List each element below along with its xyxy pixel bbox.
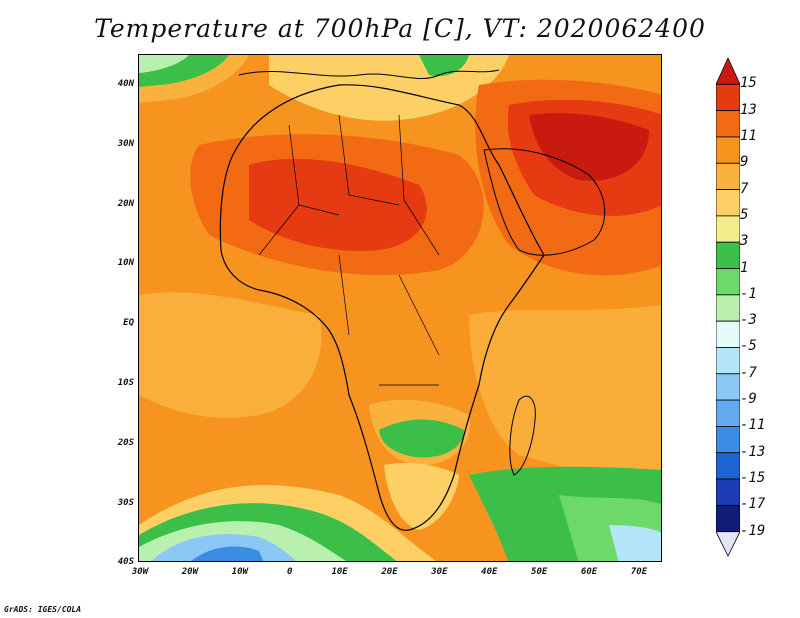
lat-label: 20S — [117, 437, 134, 448]
colorbar-label: -1 — [740, 285, 757, 302]
lon-label: 30W — [131, 567, 149, 577]
lon-label: 60E — [580, 567, 598, 577]
colorbar-label: -13 — [740, 443, 766, 460]
colorbar-label: 7 — [740, 180, 749, 197]
colorbar-label: -5 — [740, 338, 757, 355]
colorbar-label: -11 — [740, 417, 766, 434]
colorbar-segment — [716, 110, 740, 138]
colorbar-segment — [716, 241, 740, 269]
temperature-field — [139, 55, 661, 561]
colorbar-label: 15 — [740, 75, 757, 92]
colorbar-label: 13 — [740, 101, 757, 118]
lon-label: 50E — [531, 567, 548, 577]
colorbar-label: -19 — [740, 522, 766, 539]
lon-label: 10E — [331, 567, 348, 577]
colorbar-segment — [716, 215, 740, 243]
colorbar-bottom-triangle — [716, 531, 740, 557]
colorbar-top-triangle — [716, 58, 740, 85]
colorbar-label: 9 — [740, 154, 749, 171]
colorbar-segment — [716, 373, 740, 401]
lat-label: EQ — [123, 318, 134, 329]
colorbar-segment — [716, 189, 740, 217]
colorbar-label: 5 — [740, 206, 749, 223]
colorbar-segment — [716, 83, 740, 112]
colorbar-segment — [716, 347, 740, 375]
colorbar-segment — [716, 452, 740, 480]
lat-label: 20N — [117, 198, 134, 209]
colorbar-segment — [716, 136, 740, 164]
lon-label: 30E — [431, 567, 448, 577]
colorbar-label: -7 — [740, 364, 757, 381]
colorbar-segment — [716, 426, 740, 454]
colorbar-segment — [716, 162, 740, 190]
colorbar-label: -9 — [740, 391, 757, 408]
colorbar-label: -17 — [740, 496, 766, 513]
colorbar-segment — [716, 294, 740, 322]
lon-label: 10W — [231, 567, 248, 577]
lat-label: 40S — [117, 557, 134, 568]
lon-label: 40E — [481, 567, 498, 577]
colorbar — [716, 58, 740, 557]
colorbar-label: 1 — [740, 259, 749, 276]
colorbar-segment — [716, 320, 740, 348]
colorbar-segment — [716, 478, 740, 506]
map-plot-area — [138, 54, 662, 562]
lat-label: 10N — [117, 258, 134, 269]
lon-label: 70E — [630, 567, 648, 577]
map-title: Temperature at 700hPa [C], VT: 202006240… — [94, 14, 706, 43]
credit-text: GrADS: IGES/COLA — [4, 605, 82, 614]
lat-label: 40N — [117, 79, 134, 89]
lat-label: 30S — [117, 497, 134, 508]
colorbar-segment — [716, 399, 740, 427]
colorbar-label: -15 — [740, 470, 766, 487]
lon-label: 20E — [381, 567, 398, 577]
colorbar-label: -3 — [740, 312, 757, 329]
colorbar-label: 3 — [740, 233, 749, 250]
lon-label: 0 — [286, 567, 293, 577]
colorbar-segment — [716, 268, 740, 296]
lat-label: 10S — [117, 378, 134, 388]
lat-label: 30N — [117, 138, 134, 149]
lon-label: 20W — [181, 567, 199, 577]
colorbar-segment — [716, 504, 740, 533]
colorbar-label: 11 — [740, 127, 757, 144]
